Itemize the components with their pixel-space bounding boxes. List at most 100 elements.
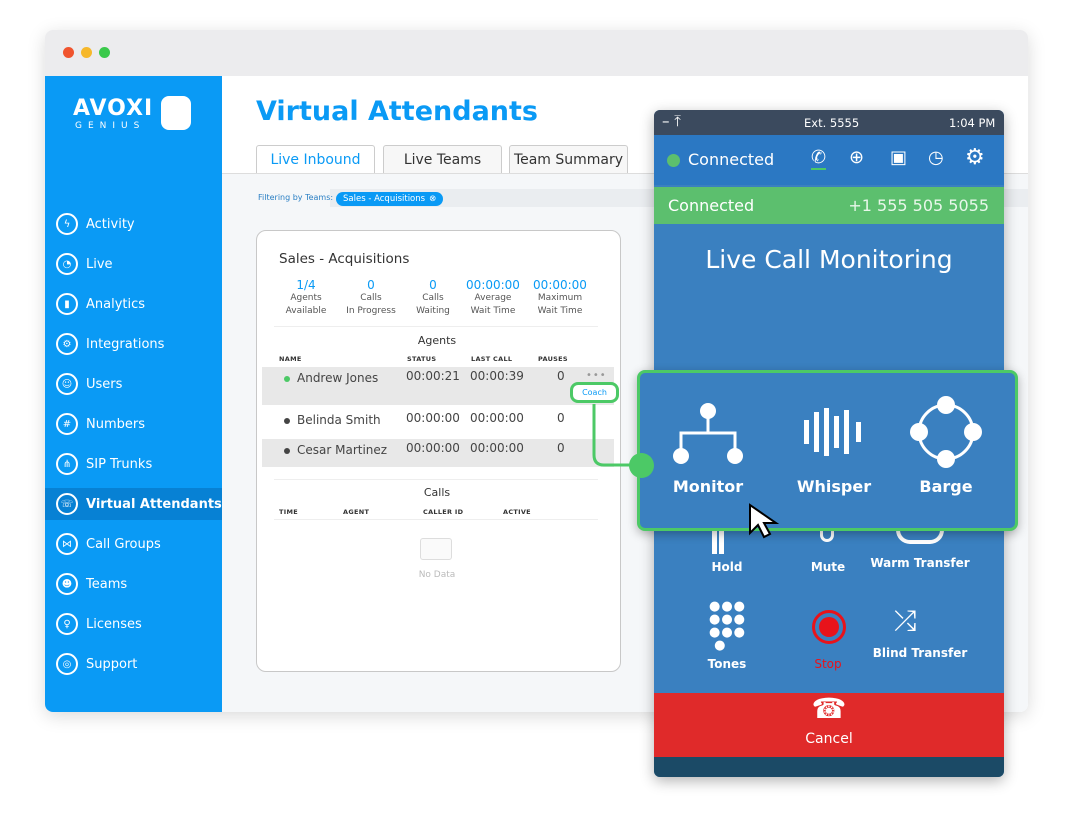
brain-icon	[161, 96, 191, 130]
col-status[interactable]: STATUS	[407, 355, 437, 363]
filter-label: Filtering by Teams:	[258, 193, 334, 202]
blind-transfer-icon[interactable]: ⤮	[894, 604, 917, 637]
monitor-icon[interactable]	[673, 401, 743, 466]
agent-status: 00:00:21	[406, 369, 460, 383]
stat-label: Agents	[290, 293, 322, 303]
stat-label: Available	[285, 306, 327, 316]
col-caller-id[interactable]: CALLER ID	[423, 508, 464, 516]
warm-transfer-button[interactable]: Warm Transfer	[870, 556, 970, 570]
sidebar-item-label: SIP Trunks	[86, 456, 153, 472]
coach-button[interactable]: Coach	[570, 382, 619, 403]
hold-icon[interactable]	[712, 522, 724, 554]
whisper-icon[interactable]	[802, 408, 866, 456]
more-icon[interactable]: •••	[586, 370, 607, 381]
cancel-button[interactable]: ☎ Cancel	[654, 693, 1004, 757]
filter-chip[interactable]: Sales - Acquisitions ⊗	[336, 192, 444, 206]
history-icon[interactable]: ◷	[928, 147, 944, 168]
team-card: Sales - Acquisitions 1/4 Agents Available 0…	[256, 230, 621, 672]
filter-chip-label: Sales - Acquisitions	[343, 194, 426, 204]
agents-heading: Agents	[417, 334, 457, 347]
col-active[interactable]: ACTIVE	[503, 508, 531, 516]
tab-live-teams[interactable]: Live Teams	[383, 145, 502, 174]
minimize-window-button[interactable]	[81, 47, 92, 58]
hold-button[interactable]: Hold	[711, 560, 743, 574]
mute-button[interactable]: Mute	[810, 560, 846, 574]
tab-team-summary[interactable]: Team Summary	[509, 145, 628, 174]
col-time[interactable]: TIME	[279, 508, 298, 516]
monitoring-heading: Live Call Monitoring	[705, 245, 953, 274]
hangup-icon: ☎	[811, 692, 847, 725]
sidebar-item-integrations[interactable]: ⚙ Integrations	[45, 328, 222, 360]
tab-live-inbound[interactable]: Live Inbound	[256, 145, 375, 174]
contacts-icon[interactable]: ▣	[890, 147, 908, 168]
tones-button[interactable]: Tones	[707, 657, 747, 671]
agent-row[interactable]: Andrew Jones 00:00:21 00:00:39 0	[262, 367, 614, 405]
minimize-pin-icon[interactable]: – ⤒	[662, 112, 681, 130]
keypad-icon[interactable]: ●●● ●●● ●●● ●	[709, 599, 747, 653]
sidebar-item-label: Call Groups	[86, 536, 161, 552]
agent-last-call: 00:00:39	[470, 369, 524, 383]
calls-heading: Calls	[423, 486, 451, 499]
sidebar-item-sip-trunks[interactable]: ⋔ SIP Trunks	[45, 448, 222, 480]
empty-inbox-icon	[420, 538, 452, 560]
sidebar-item-support[interactable]: ◎ Support	[45, 648, 222, 680]
sidebar-item-call-groups[interactable]: ⋈ Call Groups	[45, 528, 222, 560]
blind-transfer-button[interactable]: Blind Transfer	[872, 646, 968, 660]
agent-row[interactable]: Cesar Martinez 00:00:00 00:00:00 0	[262, 439, 614, 467]
sidebar-item-label: Users	[86, 376, 123, 392]
stat-label: Maximum	[537, 293, 583, 303]
title-bar	[45, 30, 1028, 76]
agent-name: Andrew Jones	[297, 371, 379, 385]
close-window-button[interactable]	[63, 47, 74, 58]
connector-dot	[629, 453, 654, 478]
sidebar-item-virtual-attendants[interactable]: ☏ Virtual Attendants	[45, 488, 222, 520]
sidebar-item-label: Support	[86, 656, 138, 672]
sidebar-item-licenses[interactable]: ♀ Licenses	[45, 608, 222, 640]
agent-status: 00:00:00	[406, 441, 460, 455]
col-agent[interactable]: AGENT	[343, 508, 370, 516]
connected-label: Connected	[668, 196, 755, 215]
sidebar-item-label: Live	[86, 256, 113, 272]
phone-icon[interactable]: ✆	[811, 147, 827, 170]
sidebar-item-label: Analytics	[86, 296, 146, 312]
no-data-text: No Data	[418, 570, 456, 580]
col-name[interactable]: NAME	[279, 355, 302, 363]
warm-transfer-icon[interactable]	[896, 522, 944, 544]
col-last-call[interactable]: LAST CALL	[471, 355, 513, 363]
phone-top-bar: – ⤒ Ext. 5555 1:04 PM	[654, 110, 1004, 135]
agent-pauses: 0	[557, 441, 565, 455]
clock-time: 1:04 PM	[949, 116, 996, 130]
key-icon: ♀	[56, 613, 78, 635]
sidebar-item-teams[interactable]: ☻ Teams	[45, 568, 222, 600]
stat: 0 Calls In Progress	[340, 279, 402, 318]
share-icon: ⋈	[56, 533, 78, 555]
sidebar-item-numbers[interactable]: # Numbers	[45, 408, 222, 440]
whisper-button[interactable]: Whisper	[796, 477, 872, 496]
sidebar-item-analytics[interactable]: ▮ Analytics	[45, 288, 222, 320]
monitor-button[interactable]: Monitor	[672, 477, 744, 496]
agent-status: 00:00:00	[406, 411, 460, 425]
settings-icon[interactable]: ⚙	[965, 145, 985, 170]
lightning-icon: ϟ	[56, 213, 78, 235]
record-stop-icon[interactable]	[812, 610, 846, 644]
sidebar-item-live[interactable]: ◔ Live	[45, 248, 222, 280]
maximize-window-button[interactable]	[99, 47, 110, 58]
sidebar-item-activity[interactable]: ϟ Activity	[45, 208, 222, 240]
sidebar-item-label: Teams	[86, 576, 128, 592]
agent-row[interactable]: Belinda Smith 00:00:00 00:00:00 0	[262, 409, 614, 439]
stop-button[interactable]: Stop	[814, 657, 842, 671]
sidebar-item-users[interactable]: ☺ Users	[45, 368, 222, 400]
stat-label: Wait Time	[470, 306, 516, 316]
presence-dot	[284, 418, 290, 424]
barge-icon[interactable]	[908, 396, 984, 468]
barge-button[interactable]: Barge	[919, 477, 973, 496]
monitor-options-popup: Monitor Whisper Barge	[637, 370, 1018, 531]
sidebar-item-label: Licenses	[86, 616, 142, 632]
stat-label: Average	[474, 293, 512, 303]
col-pauses[interactable]: PAUSES	[538, 355, 568, 363]
logo: AVOXI GENIUS	[73, 96, 191, 131]
cancel-label: Cancel	[805, 731, 853, 747]
remove-icon[interactable]: ⊗	[429, 194, 437, 204]
headset-add-icon[interactable]: ⊕	[849, 147, 865, 168]
